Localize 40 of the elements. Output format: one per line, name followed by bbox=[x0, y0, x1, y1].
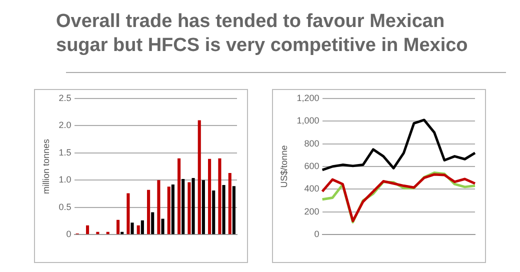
bar bbox=[228, 173, 232, 234]
y-axis-title: US$/tonne bbox=[278, 145, 289, 188]
chart-title: Overall trade has tended to favour Mexican sugar but HFCS is very competitive in Mexico bbox=[55, 10, 469, 58]
y-tick-label: 2.0 bbox=[58, 120, 72, 130]
y-tick-label: 0 bbox=[66, 229, 72, 240]
y-tick-label: 400 bbox=[304, 184, 320, 194]
y-tick-label: 0 bbox=[314, 229, 320, 240]
bar bbox=[218, 158, 222, 234]
y-tick-label: 200 bbox=[304, 206, 320, 216]
bar bbox=[126, 193, 130, 234]
bar bbox=[178, 158, 181, 234]
bar bbox=[147, 190, 150, 234]
bar bbox=[222, 185, 226, 234]
bar bbox=[116, 220, 120, 234]
bar bbox=[192, 178, 195, 234]
bar bbox=[198, 120, 201, 234]
bar bbox=[161, 218, 164, 234]
bar bbox=[151, 212, 154, 234]
y-tick-label: 1,200 bbox=[296, 92, 320, 103]
bar bbox=[86, 225, 90, 234]
bar bbox=[202, 180, 205, 234]
bar bbox=[140, 220, 144, 234]
bar bbox=[188, 182, 191, 234]
bar bbox=[167, 186, 170, 234]
bar bbox=[136, 225, 140, 234]
y-tick-label: 2.5 bbox=[58, 92, 72, 103]
bar bbox=[130, 222, 134, 234]
y-tick-label: 1.0 bbox=[58, 174, 72, 185]
y-tick-label: 800 bbox=[304, 138, 320, 148]
bar bbox=[171, 184, 174, 234]
y-tick-label: 1,000 bbox=[296, 116, 320, 126]
bar bbox=[212, 190, 216, 234]
bar bbox=[182, 179, 185, 234]
y-tick-label: 1.5 bbox=[58, 147, 72, 158]
y-tick-label: 600 bbox=[304, 160, 320, 171]
bar bbox=[232, 186, 236, 234]
y-axis-title: million tonnes bbox=[40, 138, 51, 194]
bar bbox=[208, 158, 212, 234]
y-tick-label: 0.5 bbox=[58, 202, 72, 212]
bar bbox=[157, 180, 160, 234]
